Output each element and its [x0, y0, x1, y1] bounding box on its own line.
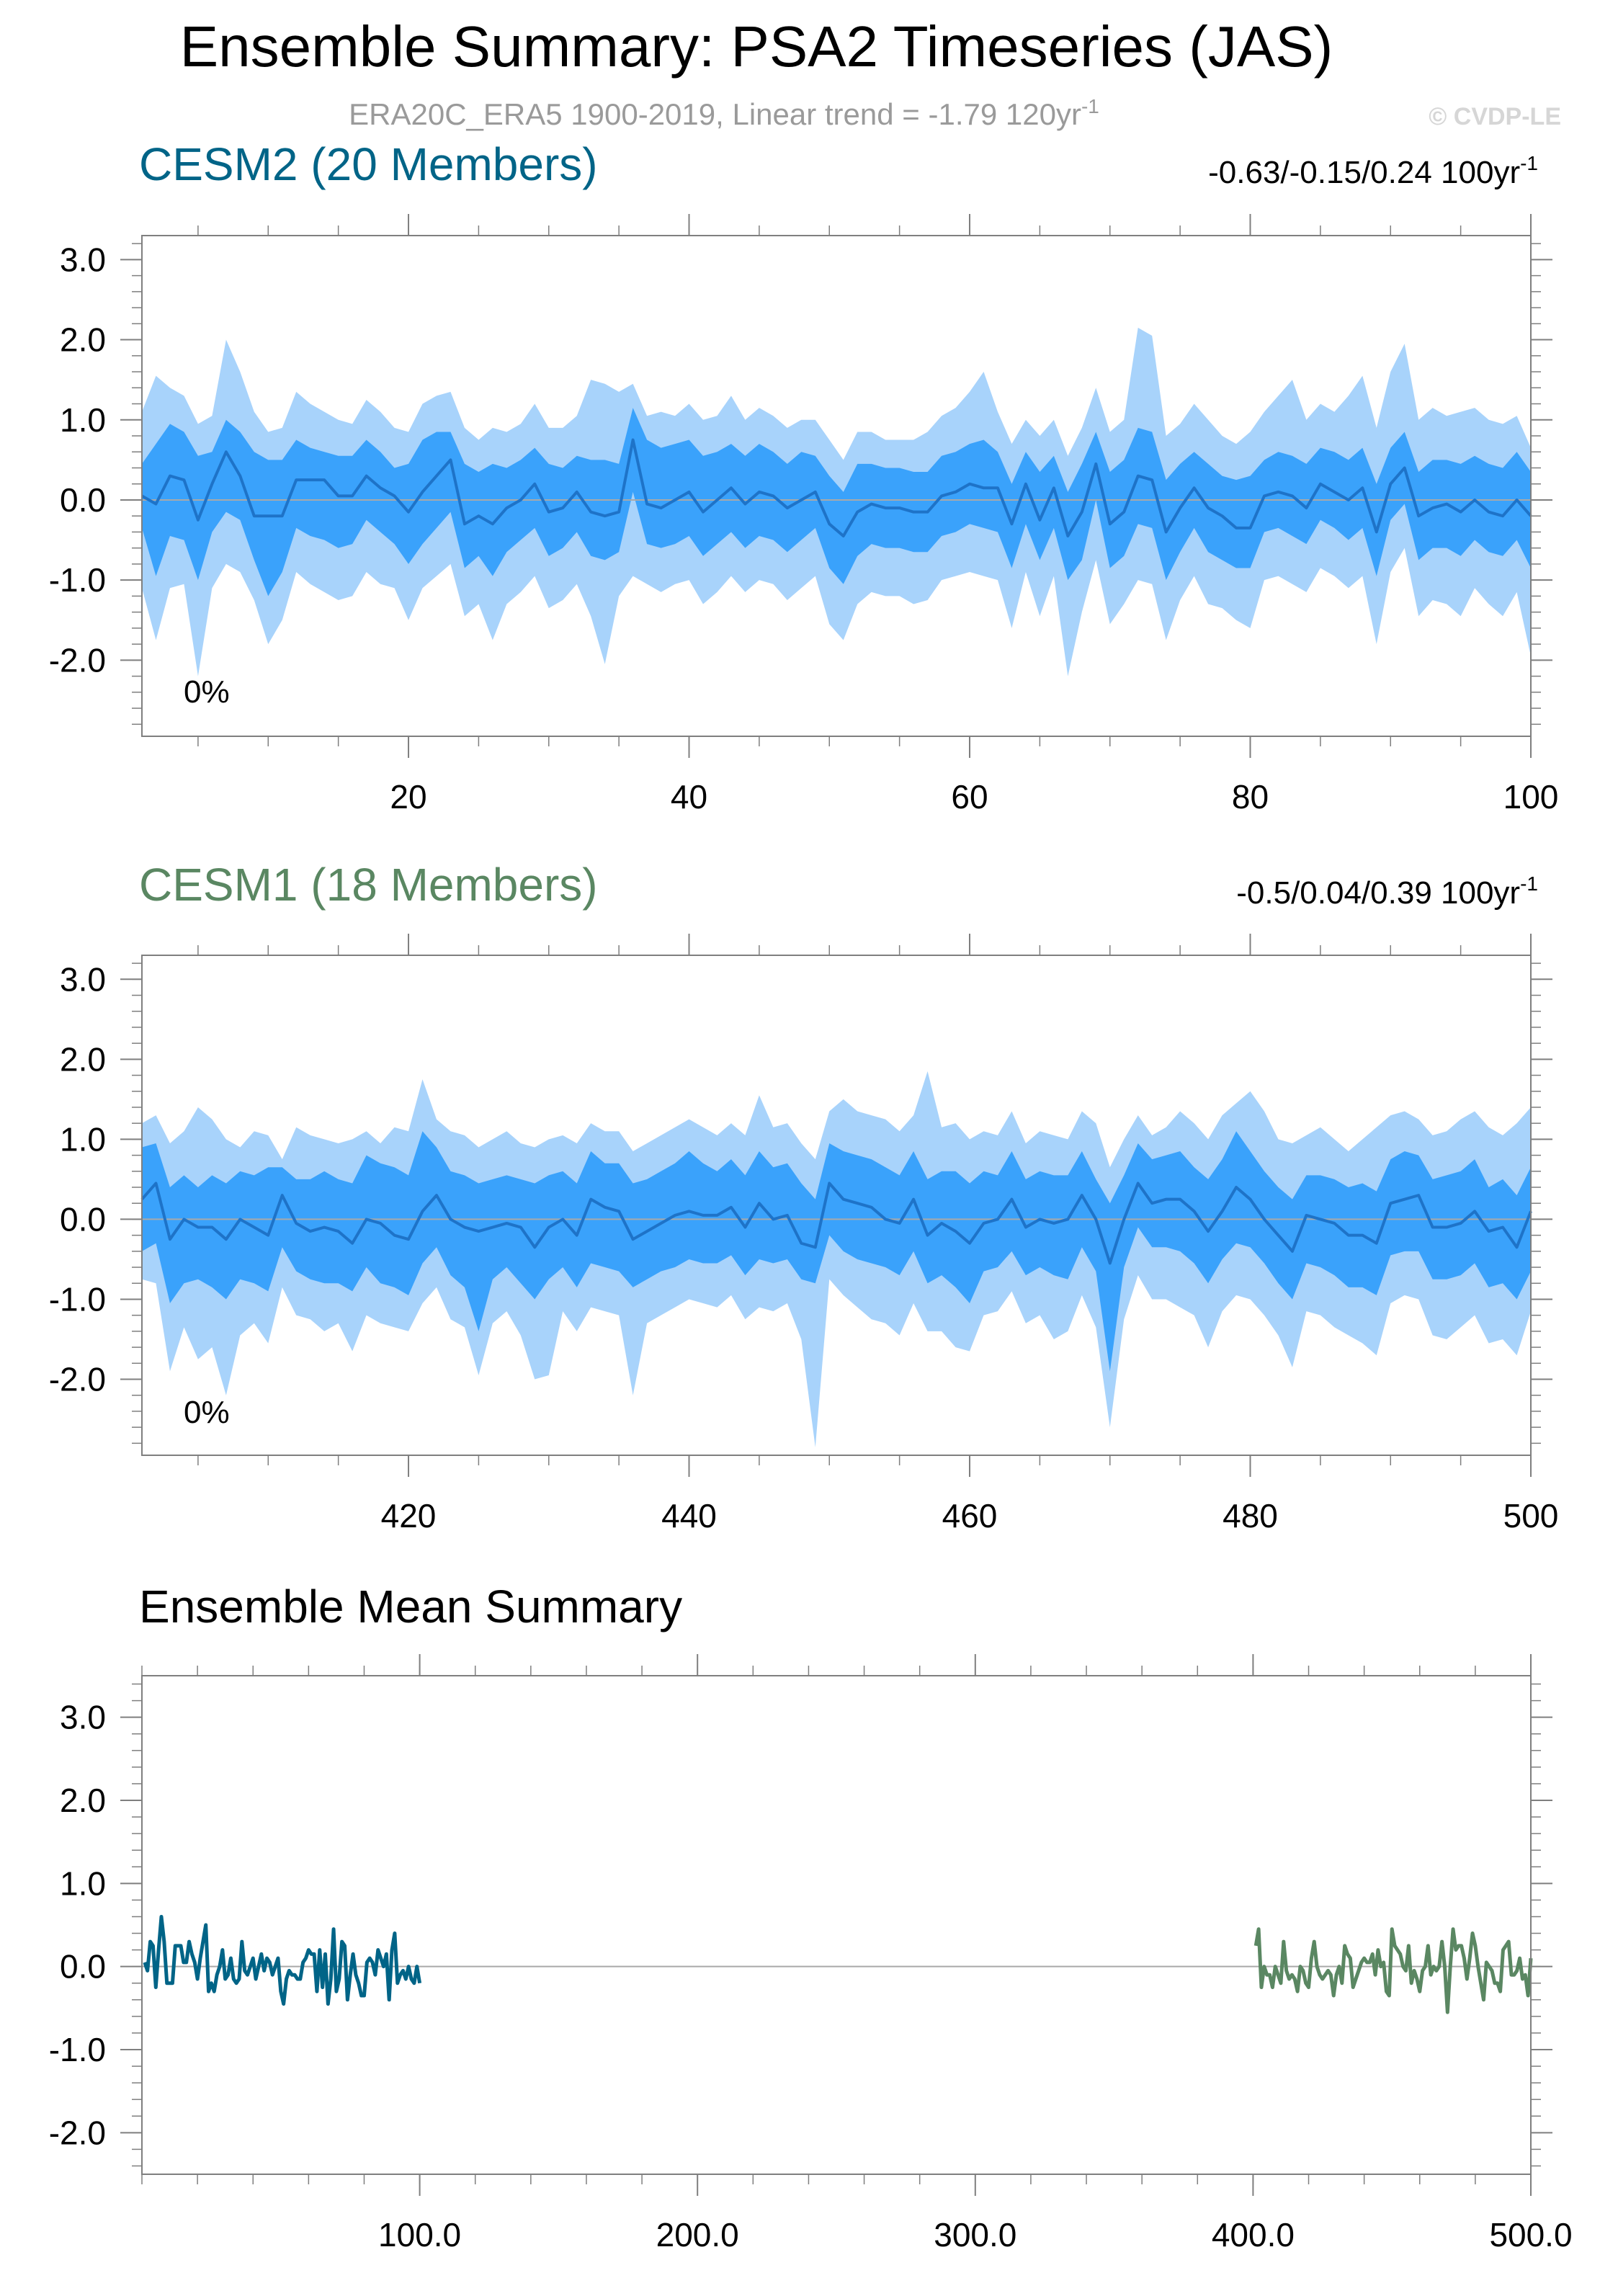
plot-frame: [141, 955, 1532, 1456]
plot-frame: [141, 235, 1532, 737]
y-tick-label: 3.0: [60, 1699, 106, 1736]
panel-1-plot: -2.0 -1.0 0.0 1.0 2.0 3.0 20 40 60 80 100: [49, 214, 1559, 816]
x-tick-label: 500: [1503, 1497, 1559, 1535]
y-tick-label: 2.0: [60, 321, 106, 359]
copyright-label: © CVDP-LE: [1429, 103, 1561, 130]
y-tick-label: -2.0: [49, 1361, 106, 1398]
ensemble-mean-series-2: [1253, 1927, 1533, 2014]
y-tick-label: 1.0: [60, 1864, 106, 1902]
y-tick-label: -2.0: [49, 2114, 106, 2151]
y-tick-label: -1.0: [49, 561, 106, 599]
ensemble-mean-series-1: [143, 1914, 422, 2006]
y-tick-label: 3.0: [60, 241, 106, 278]
x-tick-label: 480: [1223, 1497, 1278, 1535]
inner-range-band: [142, 408, 1531, 597]
x-tick-label: 300.0: [934, 2216, 1016, 2253]
subtitle-text: ERA20C_ERA5 1900-2019, Linear trend = -1…: [349, 97, 1081, 131]
x-tick-label: 100.0: [378, 2216, 461, 2253]
y-tick-label: 1.0: [60, 401, 106, 439]
figure-title: Ensemble Summary: PSA2 Timeseries (JAS): [180, 14, 1333, 79]
panel-3-title: Ensemble Mean Summary: [139, 1581, 682, 1632]
y-tick-label: 2.0: [60, 1782, 106, 1819]
x-tick-label: 20: [390, 778, 426, 816]
panel-2-trend-sup: -1: [1520, 872, 1538, 895]
panel-2-percent-label: 0%: [184, 1395, 230, 1430]
plot-frame: [141, 1675, 1532, 2175]
panel-3-plot: -2.0 -1.0 0.0 1.0 2.0 3.0 100.0 200.0 300.0 400.0…: [49, 1654, 1573, 2253]
y-tick-label: -2.0: [49, 641, 106, 679]
y-tick-label: -1.0: [49, 2031, 106, 2068]
y-tick-label: 3.0: [60, 960, 106, 998]
y-tick-label: 2.0: [60, 1040, 106, 1078]
ensemble-mean-line: [141, 438, 1532, 537]
panel-2-trend-text: -0.5/0.04/0.39 100yr: [1236, 875, 1520, 911]
y-tick-label: 0.0: [60, 481, 106, 519]
x-tick-label: 80: [1232, 778, 1269, 816]
y-tick-label: 0.0: [60, 1200, 106, 1238]
y-tick-label: 0.0: [60, 1948, 106, 1985]
figure-subtitle: ERA20C_ERA5 1900-2019, Linear trend = -1…: [349, 95, 1099, 131]
inner-range-band: [142, 1131, 1531, 1372]
y-tick-label: -1.0: [49, 1280, 106, 1318]
panel-2-plot: -2.0 -1.0 0.0 1.0 2.0 3.0 420 440 460 480 500: [49, 934, 1559, 1535]
panel-1-trend-sup: -1: [1520, 152, 1538, 174]
panel-1-percent-label: 0%: [184, 674, 230, 710]
panel-2-model-label: CESM1 (18 Members): [139, 859, 598, 911]
y-tick-label: 1.0: [60, 1120, 106, 1158]
panel-1-model-label: CESM2 (20 Members): [139, 138, 598, 190]
x-tick-label: 400.0: [1212, 2216, 1295, 2253]
x-tick-label: 500.0: [1489, 2216, 1572, 2253]
x-tick-label: 440: [661, 1497, 717, 1535]
panel-2-trend: -0.5/0.04/0.39 100yr-1: [1236, 872, 1538, 911]
panel-1-trend-text: -0.63/-0.15/0.24 100yr: [1208, 155, 1520, 190]
subtitle-sup: -1: [1081, 95, 1099, 117]
panel-1-trend: -0.63/-0.15/0.24 100yr-1: [1208, 152, 1538, 190]
x-tick-label: 40: [671, 778, 707, 816]
x-tick-label: 460: [942, 1497, 998, 1535]
ensemble-mean-line: [140, 1181, 1532, 1265]
x-tick-label: 420: [381, 1497, 437, 1535]
x-tick-label: 200.0: [656, 2216, 739, 2253]
x-tick-label: 60: [951, 778, 988, 816]
x-tick-label: 100: [1503, 778, 1559, 816]
